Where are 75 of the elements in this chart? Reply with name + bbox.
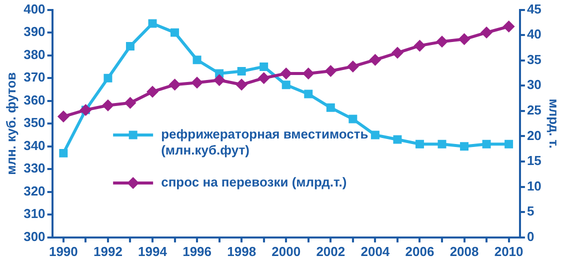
point [346,60,359,72]
point [191,76,204,89]
y-tick-label: 380 [24,46,46,62]
point [393,135,402,144]
point [102,99,114,112]
point [304,90,313,98]
y2-tick-label: 35 [526,52,542,67]
y2-tick-label: 40 [526,26,542,42]
y-tick-label: 360 [24,92,46,108]
point [436,36,448,48]
x-tick-label: 2002 [316,244,346,259]
y-tick-label: 400 [24,1,46,16]
point [348,114,358,124]
y-tick-label: 390 [24,24,46,40]
point [57,110,70,123]
point [414,40,426,52]
point [104,74,112,82]
point [438,140,446,148]
x-tick-label: 2010 [494,244,524,259]
point [280,68,292,80]
x-tick-label: 1998 [227,244,256,259]
point [370,130,380,140]
y-axis-title: млн. куб. футов [3,72,18,175]
point [502,20,515,32]
y2-tick-label: 15 [526,153,542,168]
point [480,26,493,39]
point [124,96,136,109]
x-tick-label: 2008 [450,244,479,259]
y-tick-label: 320 [24,183,46,198]
legend-label: рефрижераторная вместимость (млн.куб.фут) [161,126,368,158]
x-tick-label: 2004 [360,244,390,259]
point [146,86,158,98]
point [237,67,246,76]
x-tick-label: 2000 [272,244,301,259]
point [391,46,404,59]
y2-tick-label: 20 [526,128,542,143]
y-tick-label: 300 [24,228,46,244]
y2-axis-title: млрд. т. [546,98,562,149]
y-tick-label: 350 [24,115,46,130]
point [213,74,226,86]
point [258,72,270,84]
y2-tick-label: 45 [526,1,542,16]
point [458,33,470,46]
x-tick-label: 1992 [94,244,122,259]
point [415,140,424,148]
y2-tick-label: 25 [526,102,542,118]
point [170,28,180,37]
point [369,54,382,66]
point [282,80,290,90]
y2-tick-label: 0 [526,228,534,244]
y2-tick-label: 30 [526,77,542,92]
y-tick-label: 340 [24,138,46,153]
point [192,56,202,64]
y-tick-label: 310 [24,206,46,222]
x-tick-label: 1994 [138,244,168,259]
legend-label: спрос на перевозки (млрд.т.) [161,174,347,190]
point [148,19,157,28]
x-tick-label: 1990 [48,244,78,259]
y2-tick-label: 5 [526,204,534,219]
point [504,140,514,148]
point [302,68,314,80]
point [260,62,268,71]
y-tick-label: 370 [24,70,46,85]
point [460,142,469,151]
y2-tick-label: 10 [526,178,542,194]
point [168,78,181,91]
point [482,140,491,148]
x-tick-label: 2006 [405,244,434,259]
point [126,42,134,50]
point [236,78,248,91]
point [326,103,335,112]
point [59,148,68,158]
y-tick-label: 330 [24,160,46,176]
point [324,65,337,77]
x-tick-label: 1996 [182,244,212,259]
